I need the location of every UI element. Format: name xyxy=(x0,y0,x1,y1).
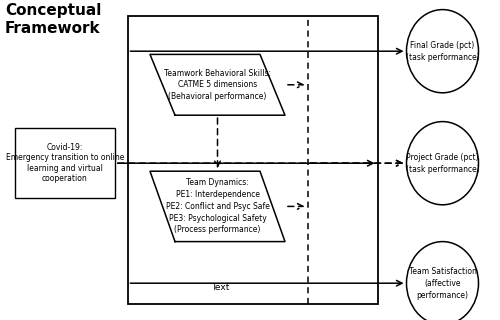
FancyBboxPatch shape xyxy=(15,128,115,198)
Ellipse shape xyxy=(406,122,478,205)
Text: Final Grade (pct)
(task performance): Final Grade (pct) (task performance) xyxy=(406,41,479,61)
Text: Covid-19:
Emergency transition to online
learning and virtual
cooperation: Covid-19: Emergency transition to online… xyxy=(6,143,124,183)
Text: Teamwork Behavioral Skills:
CATME 5 dimensions
(Behavioral performance): Teamwork Behavioral Skills: CATME 5 dime… xyxy=(164,68,271,101)
Ellipse shape xyxy=(406,242,478,320)
Text: Text: Text xyxy=(211,284,229,292)
Text: Conceptual
Framework: Conceptual Framework xyxy=(5,3,102,36)
FancyBboxPatch shape xyxy=(128,16,378,304)
Text: Team Satisfaction
(affective
performance): Team Satisfaction (affective performance… xyxy=(408,267,476,300)
Text: Project Grade (pct)
(task performance): Project Grade (pct) (task performance) xyxy=(406,153,479,173)
Ellipse shape xyxy=(406,10,478,93)
Text: Team Dynamics:
PE1: Interdependence
PE2: Conflict and Psyc Safe
PE3: Psychologic: Team Dynamics: PE1: Interdependence PE2:… xyxy=(166,178,270,235)
